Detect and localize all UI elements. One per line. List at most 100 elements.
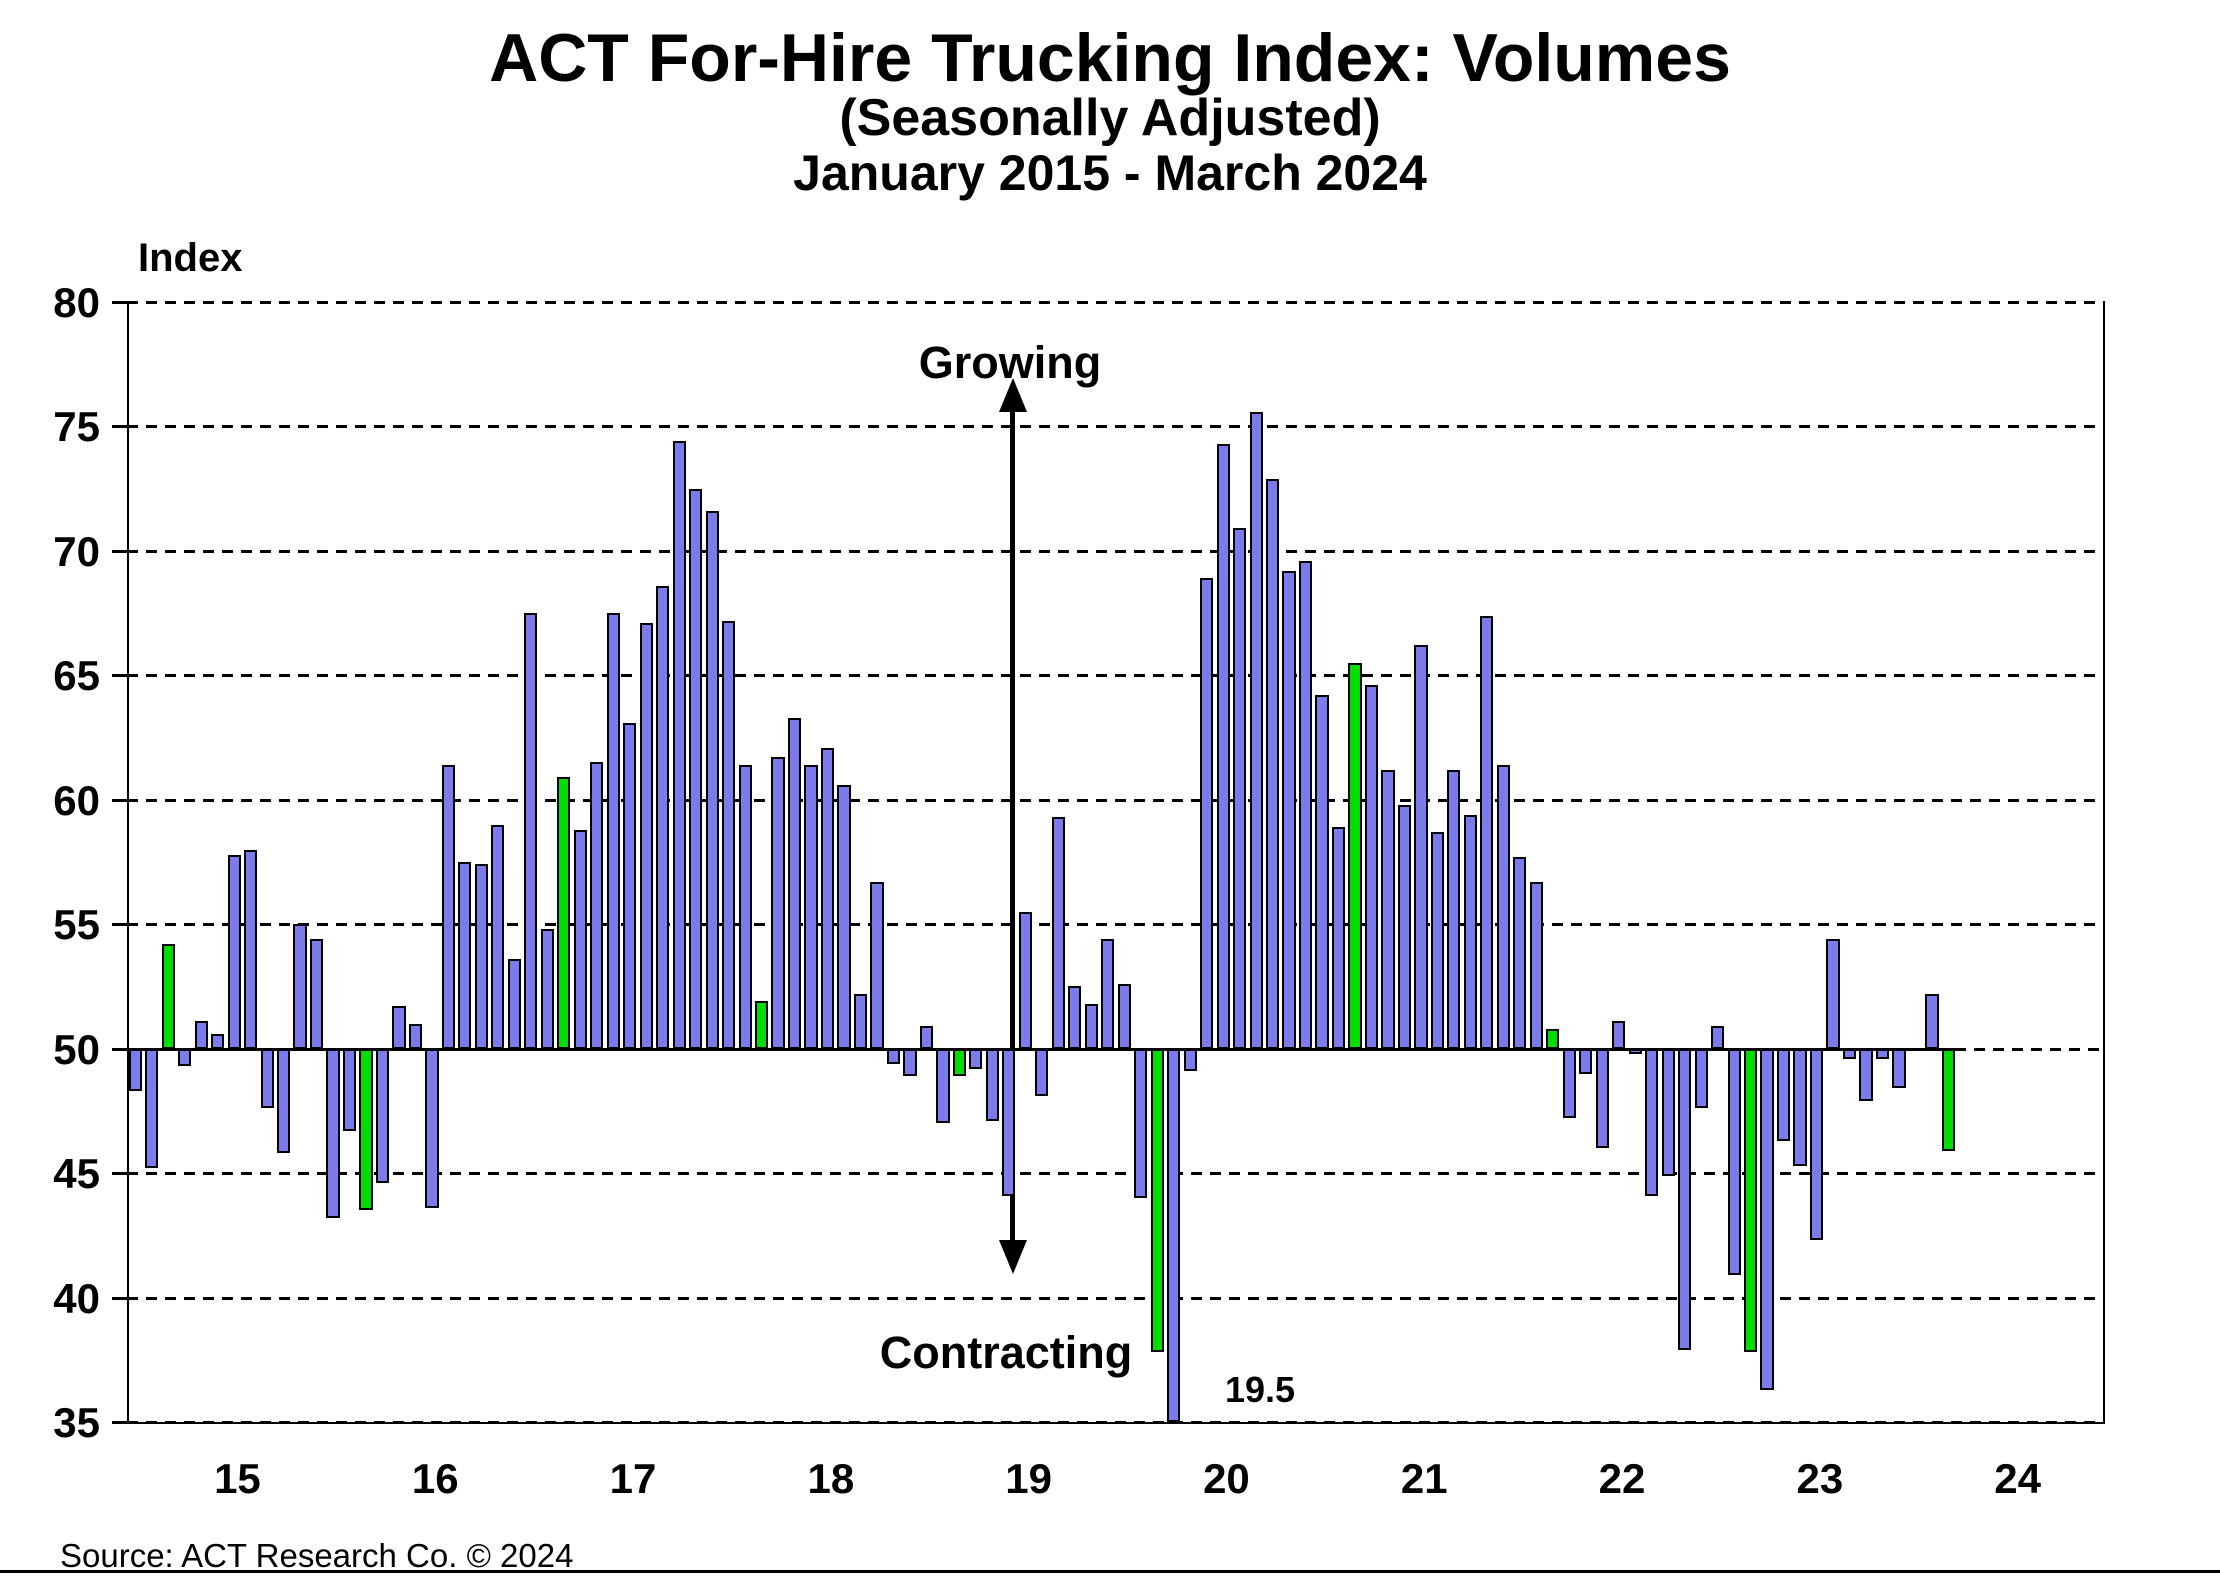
bar-2023-06	[1793, 1048, 1807, 1166]
bar-2020-07	[1216, 443, 1230, 1049]
growing-contracting-arrow	[1010, 404, 1015, 1248]
down-arrowhead-icon	[999, 1240, 1027, 1274]
y-axis-label-70: 70	[53, 527, 100, 575]
bar-2018-07	[820, 747, 835, 1049]
gridline-65	[127, 674, 2105, 678]
bar-2022-01	[1513, 857, 1527, 1049]
bar-2019-05	[985, 1048, 999, 1121]
x-axis-line	[127, 1422, 2105, 1424]
bar-2015-04	[178, 1048, 192, 1067]
bar-2017-09	[656, 585, 670, 1049]
bar-2019-01	[919, 1026, 934, 1049]
bar-2017-02	[540, 929, 554, 1049]
bar-2022-04	[1562, 1048, 1576, 1119]
bar-2021-08	[1430, 832, 1444, 1049]
bar-2018-12	[903, 1048, 917, 1077]
bar-2023-07	[1809, 1048, 1824, 1241]
bar-2019-04	[969, 1048, 983, 1069]
bar-2023-12	[1892, 1048, 1906, 1089]
bar-2022-06	[1595, 1048, 1609, 1149]
bar-2017-03	[557, 777, 571, 1049]
x-axis-label-19: 19	[1005, 1455, 1052, 1502]
bar-2018-04	[771, 757, 785, 1049]
bar-2015-12	[309, 939, 324, 1049]
bar-2021-12	[1496, 764, 1510, 1049]
bar-2021-07	[1414, 645, 1428, 1049]
y-tick-45	[112, 1172, 127, 1176]
bar-2024-02	[1925, 993, 1939, 1049]
bar-2021-04	[1364, 685, 1379, 1049]
bar-2017-12	[705, 511, 719, 1049]
chart-subtitle: (Seasonally Adjusted)	[839, 89, 1381, 147]
bar-2016-12	[507, 959, 521, 1049]
gridline-55	[127, 923, 2105, 927]
y-axis-label-35: 35	[53, 1399, 100, 1446]
bar-2022-03	[1546, 1028, 1560, 1049]
bar-2016-11	[491, 824, 505, 1049]
y-tick-55	[112, 923, 127, 927]
annotation-19-5: 19.5	[1224, 1369, 1296, 1410]
x-axis-label-21: 21	[1400, 1455, 1448, 1502]
bar-2023-02	[1727, 1048, 1741, 1276]
gridline-50	[1955, 1047, 2105, 1051]
x-axis-label-16: 16	[411, 1455, 459, 1502]
y-tick-75	[112, 425, 127, 429]
bar-2018-11	[886, 1048, 901, 1064]
bar-2016-09	[458, 862, 472, 1049]
x-axis-label-23: 23	[1796, 1455, 1844, 1502]
x-axis-label-17: 17	[609, 1455, 657, 1502]
bar-2017-05	[590, 762, 604, 1049]
x-axis-label-20: 20	[1203, 1455, 1250, 1502]
bar-2017-06	[606, 613, 620, 1049]
bar-2017-10	[672, 441, 686, 1049]
gridline-45	[127, 1172, 2105, 1176]
y-axis-label-60: 60	[53, 776, 100, 824]
x-axis-label-18: 18	[807, 1455, 855, 1502]
y-axis-line	[127, 302, 129, 1424]
y-tick-40	[112, 1296, 127, 1300]
bar-2015-06	[211, 1033, 225, 1049]
gridline-40	[127, 1296, 2105, 1300]
bar-2019-07	[1018, 911, 1032, 1049]
gridline-75	[127, 425, 2105, 429]
y-tick-70	[112, 549, 127, 553]
x-axis-label-22: 22	[1598, 1455, 1646, 1502]
bar-2015-10	[276, 1048, 291, 1154]
bar-2015-05	[194, 1021, 208, 1049]
bar-2018-05	[787, 717, 802, 1049]
y-tick-50	[112, 1047, 127, 1051]
bar-2021-03	[1348, 662, 1362, 1049]
bar-2023-04	[1760, 1048, 1774, 1390]
growing-label: Growing	[918, 337, 1102, 388]
bar-2016-07	[425, 1048, 439, 1208]
bar-2020-03	[1150, 1048, 1164, 1353]
y-axis-label-55: 55	[53, 901, 100, 949]
bar-2022-05	[1579, 1048, 1593, 1074]
y-axis-label-65: 65	[53, 652, 100, 700]
baseline-50	[127, 1047, 1955, 1051]
bar-2016-10	[474, 864, 488, 1049]
y-axis-title: Index	[138, 236, 243, 280]
bar-2021-10	[1463, 814, 1477, 1049]
chart-date-range: January 2015 - March 2024	[793, 145, 1427, 201]
bar-2015-07	[227, 854, 241, 1049]
bar-2020-09	[1249, 411, 1263, 1049]
y-tick-65	[112, 674, 127, 678]
bar-2023-05	[1776, 1048, 1791, 1141]
y-axis-label-40: 40	[53, 1274, 100, 1322]
bar-2018-01	[722, 620, 736, 1049]
bar-2015-11	[293, 924, 307, 1049]
bar-2022-02	[1529, 881, 1543, 1049]
source-credit: Source: ACT Research Co. © 2024	[60, 1537, 574, 1574]
y-axis-label-80: 80	[53, 279, 100, 326]
bar-2015-01	[128, 1048, 142, 1091]
y-axis-label-50: 50	[53, 1025, 100, 1073]
bar-2015-09	[260, 1048, 274, 1109]
bar-2015-08	[244, 849, 258, 1049]
bar-2018-02	[738, 764, 752, 1049]
bar-2022-10	[1661, 1048, 1675, 1176]
bar-2015-02	[145, 1048, 159, 1169]
bar-2020-12	[1298, 560, 1313, 1049]
bar-2018-03	[755, 1001, 769, 1049]
